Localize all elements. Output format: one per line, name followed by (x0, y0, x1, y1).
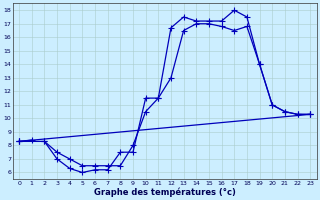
X-axis label: Graphe des températures (°c): Graphe des températures (°c) (94, 187, 236, 197)
